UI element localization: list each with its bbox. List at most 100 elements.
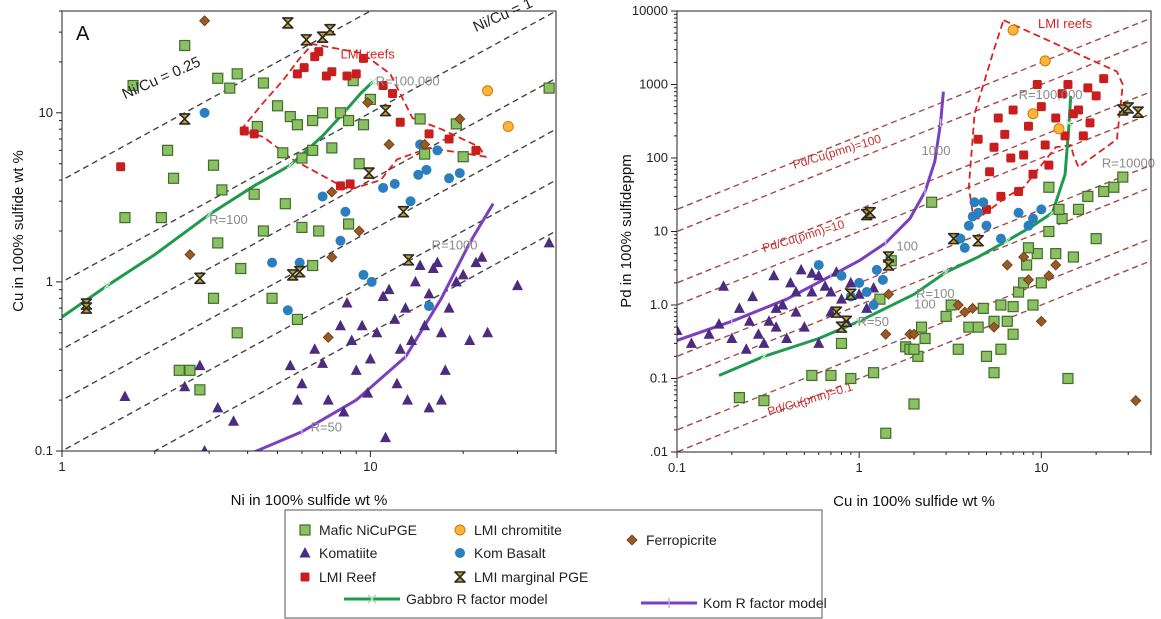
- point-reef: [314, 47, 324, 57]
- panel-label: A: [76, 23, 90, 45]
- point-komatiite: [790, 286, 802, 297]
- x-axis-label: Ni in 100% sulfide wt %: [231, 492, 388, 509]
- point-komatiite: [768, 269, 780, 281]
- ratio-guide-line: [153, 230, 556, 451]
- point-mafic: [1007, 301, 1019, 313]
- point-mafic: [963, 321, 975, 333]
- point-reef: [388, 89, 398, 99]
- point-mafic: [271, 100, 284, 112]
- point-kombasalt: [877, 274, 888, 285]
- ratio-guide-line: [677, 186, 1151, 380]
- point-komatiite: [419, 319, 431, 331]
- point-reef: [351, 69, 361, 79]
- point-chromitite: [1039, 55, 1051, 67]
- point-reef: [116, 162, 126, 172]
- point-marginal: [178, 113, 191, 125]
- point-komatiite: [356, 319, 368, 331]
- point-kombasalt: [868, 300, 879, 310]
- point-komatiite: [795, 263, 807, 275]
- point-komatiite: [718, 280, 730, 291]
- point-marginal: [830, 306, 843, 318]
- point-ferropicrite: [322, 331, 334, 343]
- point-kombasalt: [871, 264, 882, 275]
- point-komatiite: [394, 343, 406, 354]
- point-komatiite: [194, 359, 206, 371]
- point-marginal: [1132, 106, 1144, 118]
- ratio-guide-line: [62, 179, 556, 451]
- point-reef: [1063, 80, 1073, 89]
- model-tick: [103, 282, 111, 290]
- ratio-guide-lines: [62, 11, 556, 451]
- point-komatiite: [806, 267, 818, 278]
- model-tick: [942, 268, 950, 276]
- point-mafic: [313, 225, 325, 237]
- point-komatiite: [296, 377, 308, 389]
- point-mafic: [972, 321, 984, 333]
- point-mafic: [357, 119, 370, 131]
- legend-item-mafic: Mafic NiCuPGE: [299, 522, 417, 538]
- point-mafic: [266, 292, 278, 304]
- point-mafic: [216, 184, 228, 196]
- r-factor-label: R=100,000: [376, 74, 440, 89]
- point-komatiite: [740, 343, 752, 354]
- point-kombasalt: [378, 182, 389, 193]
- point-kombasalt: [1036, 204, 1047, 215]
- point-komatiite: [770, 302, 782, 313]
- model-tick: [286, 161, 294, 169]
- point-mafic: [207, 159, 220, 171]
- point-ferropicrite: [326, 251, 338, 263]
- point-komatiite: [798, 321, 810, 332]
- legend-symbol: [454, 571, 466, 583]
- ratio-guide-line: [677, 259, 1151, 452]
- point-chromitite: [502, 120, 514, 132]
- reef-field-label: LMI reefs: [341, 46, 396, 61]
- point-kombasalt: [1023, 220, 1034, 231]
- point-kombasalt: [340, 206, 351, 217]
- r-factor-label: R=100: [209, 212, 248, 227]
- point-kombasalt: [282, 305, 293, 316]
- x-tick-label: 1: [58, 459, 65, 474]
- point-mafic: [231, 327, 243, 339]
- point-komatiite: [836, 293, 848, 304]
- data-points: [677, 24, 1144, 439]
- point-mafic: [207, 292, 220, 304]
- point-ferropicrite: [1001, 259, 1013, 271]
- legend-label: LMI chromitite: [474, 522, 562, 538]
- point-reef: [1057, 89, 1067, 99]
- point-ferropicrite: [988, 321, 1000, 333]
- legend-symbol: [454, 524, 466, 536]
- point-komatiite: [439, 364, 451, 375]
- point-reef: [989, 142, 999, 152]
- r-factor-label: R=100: [916, 286, 955, 301]
- point-mafic: [825, 369, 837, 382]
- point-mafic: [307, 259, 319, 272]
- point-komatiite: [402, 394, 414, 405]
- r-factor-label: R=1000: [432, 238, 478, 253]
- point-reef: [1083, 83, 1093, 93]
- point-komatiite: [201, 445, 208, 451]
- point-mafic: [908, 398, 920, 410]
- point-ferropicrite: [1035, 315, 1047, 327]
- point-komatiite: [399, 302, 411, 313]
- point-mafic: [326, 142, 338, 154]
- point-reef: [1008, 105, 1018, 115]
- y-axis-label: Cu in 100% sulfide wt %: [10, 150, 27, 312]
- point-kombasalt: [861, 287, 872, 298]
- point-mafic: [995, 343, 1007, 355]
- model-tick: [855, 317, 863, 325]
- point-mafic: [845, 372, 857, 385]
- y-tick-label: 0.1: [35, 443, 53, 458]
- point-ferropicrite: [184, 249, 196, 261]
- point-kombasalt: [969, 197, 980, 208]
- point-chromitite: [1053, 123, 1065, 135]
- point-komatiite: [861, 302, 873, 313]
- r-factor-label: 100: [914, 296, 936, 311]
- point-mafic: [277, 147, 289, 159]
- point-ferropicrite: [326, 186, 338, 198]
- guide-line-label: Ni/Cu = 1: [471, 0, 535, 36]
- point-komatiite: [334, 319, 346, 331]
- point-marginal: [316, 31, 329, 43]
- annotations: Pd/Cu(pmn)=100 Pd/Cu(pmn)=10 Pd/Cu(pmn)=0.…: [761, 16, 1155, 419]
- y-tick-label: 10: [39, 105, 53, 120]
- point-komatiite: [752, 328, 764, 339]
